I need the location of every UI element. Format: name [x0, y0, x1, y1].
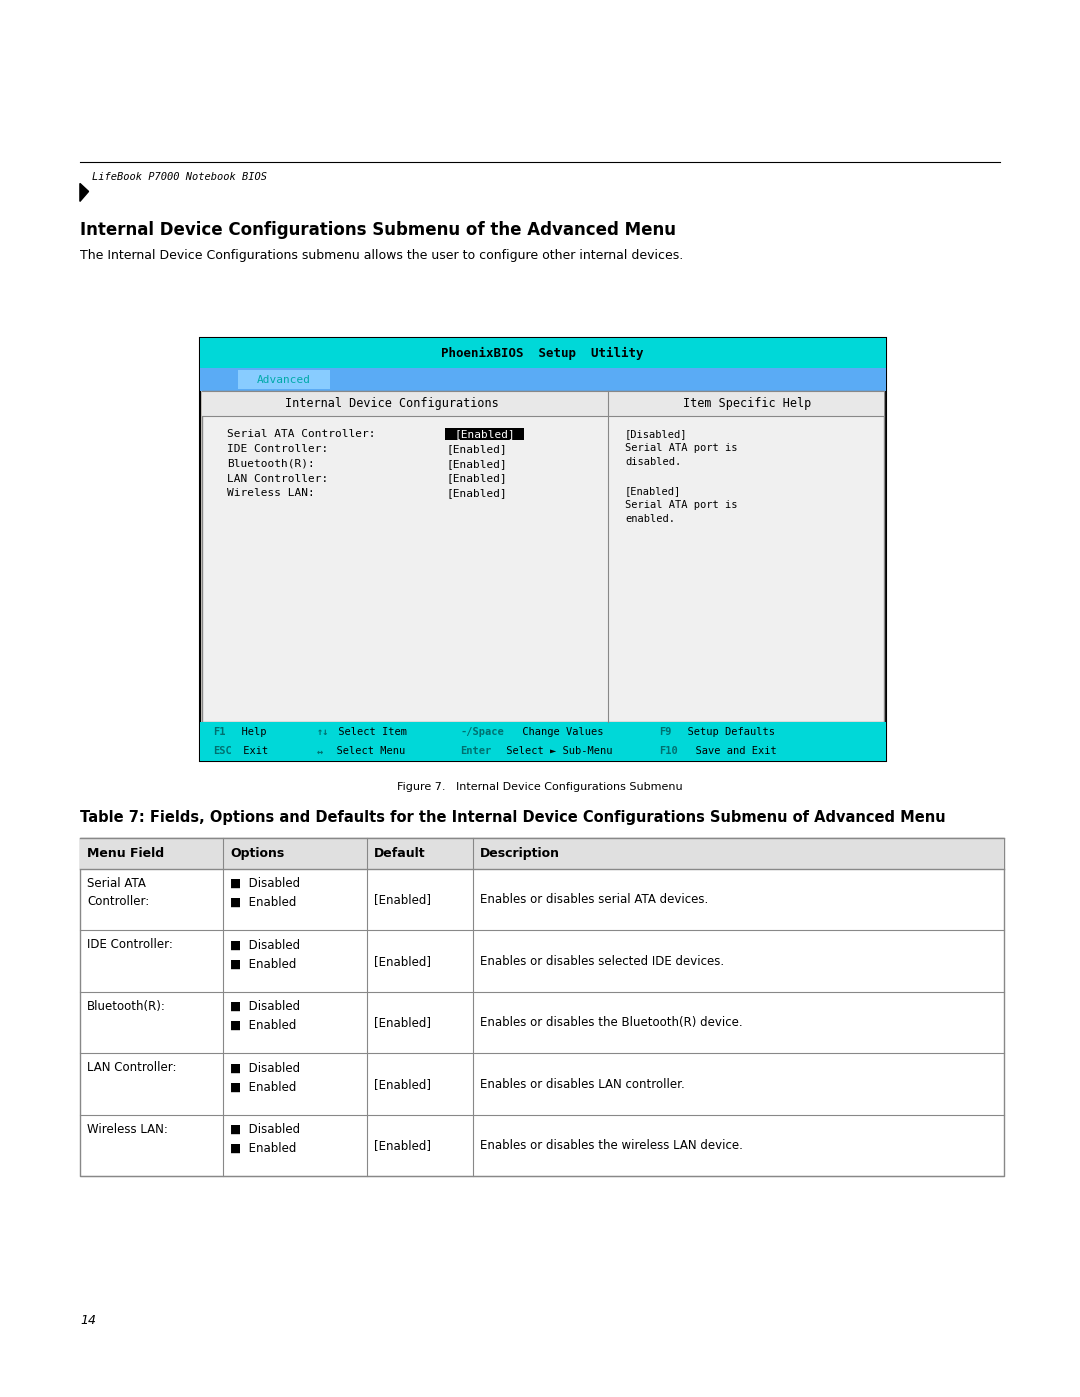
Text: Wireless LAN:: Wireless LAN: [227, 489, 315, 499]
Text: [Enabled]: [Enabled] [447, 458, 508, 469]
Text: [Enabled]: [Enabled] [625, 486, 681, 496]
Text: ESC: ESC [214, 746, 232, 756]
Text: Serial ATA port is: Serial ATA port is [625, 443, 738, 453]
Bar [200, 338, 886, 761]
Text: Bluetooth(R):: Bluetooth(R): [86, 1000, 166, 1013]
Text: Save and Exit: Save and Exit [683, 746, 777, 756]
Text: Setup Defaults: Setup Defaults [675, 726, 775, 736]
Text: LAN Controller:: LAN Controller: [227, 474, 328, 483]
Text: Serial ATA
Controller:: Serial ATA Controller: [86, 877, 149, 908]
Bar [445, 427, 524, 440]
Text: Enables or disables LAN controller.: Enables or disables LAN controller. [480, 1077, 685, 1091]
Text: [Enabled]: [Enabled] [374, 1077, 431, 1091]
Text: [Enabled]: [Enabled] [374, 954, 431, 968]
Text: disabled.: disabled. [625, 457, 681, 468]
Text: ↔: ↔ [316, 746, 323, 756]
Text: [Enabled]: [Enabled] [447, 474, 508, 483]
Text: Enables or disables selected IDE devices.: Enables or disables selected IDE devices… [480, 954, 724, 968]
Text: [Enabled]: [Enabled] [374, 1139, 431, 1153]
Text: LAN Controller:: LAN Controller: [86, 1062, 176, 1074]
Text: Description: Description [480, 847, 559, 861]
Text: Bluetooth(R):: Bluetooth(R): [227, 458, 315, 469]
Text: Item Specific Help: Item Specific Help [683, 397, 811, 411]
Bar [200, 722, 886, 742]
Bar [200, 742, 886, 761]
Text: PhoenixBIOS  Setup  Utility: PhoenixBIOS Setup Utility [442, 346, 644, 359]
Text: Exit: Exit [238, 746, 269, 756]
Text: ↑↓: ↑↓ [316, 726, 329, 736]
Text: ■  Disabled
■  Enabled: ■ Disabled ■ Enabled [230, 877, 300, 909]
Polygon shape [80, 183, 89, 201]
Text: -/Space: -/Space [460, 726, 504, 736]
Text: [Disabled]: [Disabled] [625, 429, 688, 439]
Text: [Enabled]: [Enabled] [374, 893, 431, 907]
Text: ■  Disabled
■  Enabled: ■ Disabled ■ Enabled [230, 1000, 300, 1032]
Text: enabled.: enabled. [625, 514, 675, 524]
Text: Enter: Enter [460, 746, 491, 756]
Text: Advanced: Advanced [257, 374, 311, 384]
Text: Change Values: Change Values [515, 726, 603, 736]
Text: [Enabled]: [Enabled] [454, 429, 515, 439]
Text: Options: Options [230, 847, 284, 861]
Text: Internal Device Configurations: Internal Device Configurations [285, 397, 499, 411]
Text: Internal Device Configurations Submenu of the Advanced Menu: Internal Device Configurations Submenu o… [80, 221, 676, 239]
Text: [Enabled]: [Enabled] [447, 489, 508, 499]
Bar [202, 391, 883, 416]
Text: Table 7: Fields, Options and Defaults for the Internal Device Configurations Sub: Table 7: Fields, Options and Defaults fo… [80, 810, 946, 826]
Text: ■  Disabled
■  Enabled: ■ Disabled ■ Enabled [230, 939, 300, 971]
Text: Figure 7.   Internal Device Configurations Submenu: Figure 7. Internal Device Configurations… [397, 782, 683, 792]
Bar [200, 369, 886, 391]
Text: Wireless LAN:: Wireless LAN: [86, 1123, 167, 1136]
Text: Enables or disables the Bluetooth(R) device.: Enables or disables the Bluetooth(R) dev… [480, 1016, 742, 1030]
Text: Serial ATA Controller:: Serial ATA Controller: [227, 429, 376, 439]
Text: IDE Controller:: IDE Controller: [227, 444, 328, 454]
Bar [202, 391, 883, 722]
Text: Default: Default [374, 847, 426, 861]
Text: [Enabled]: [Enabled] [447, 444, 508, 454]
Bar [238, 370, 330, 390]
Text: LifeBook P7000 Notebook BIOS: LifeBook P7000 Notebook BIOS [92, 172, 267, 183]
Text: Serial ATA port is: Serial ATA port is [625, 500, 738, 510]
Text: ■  Disabled
■  Enabled: ■ Disabled ■ Enabled [230, 1062, 300, 1094]
Text: Select ► Sub-Menu: Select ► Sub-Menu [500, 746, 612, 756]
Text: IDE Controller:: IDE Controller: [86, 939, 173, 951]
Text: The Internal Device Configurations submenu allows the user to configure other in: The Internal Device Configurations subme… [80, 249, 684, 261]
Bar [200, 338, 886, 369]
Text: Enables or disables serial ATA devices.: Enables or disables serial ATA devices. [480, 893, 708, 907]
Bar [80, 838, 1004, 869]
Text: F10: F10 [659, 746, 678, 756]
Text: 14: 14 [80, 1313, 96, 1327]
Text: Menu Field: Menu Field [86, 847, 164, 861]
Text: Enables or disables the wireless LAN device.: Enables or disables the wireless LAN dev… [480, 1139, 743, 1153]
Text: F9: F9 [659, 726, 672, 736]
Bar [80, 838, 1004, 1176]
Text: Help: Help [229, 726, 267, 736]
Text: [Enabled]: [Enabled] [374, 1016, 431, 1030]
Text: F1: F1 [214, 726, 226, 736]
Text: ■  Disabled
■  Enabled: ■ Disabled ■ Enabled [230, 1123, 300, 1155]
Text: Select Item: Select Item [333, 726, 407, 736]
Text: Select Menu: Select Menu [324, 746, 405, 756]
